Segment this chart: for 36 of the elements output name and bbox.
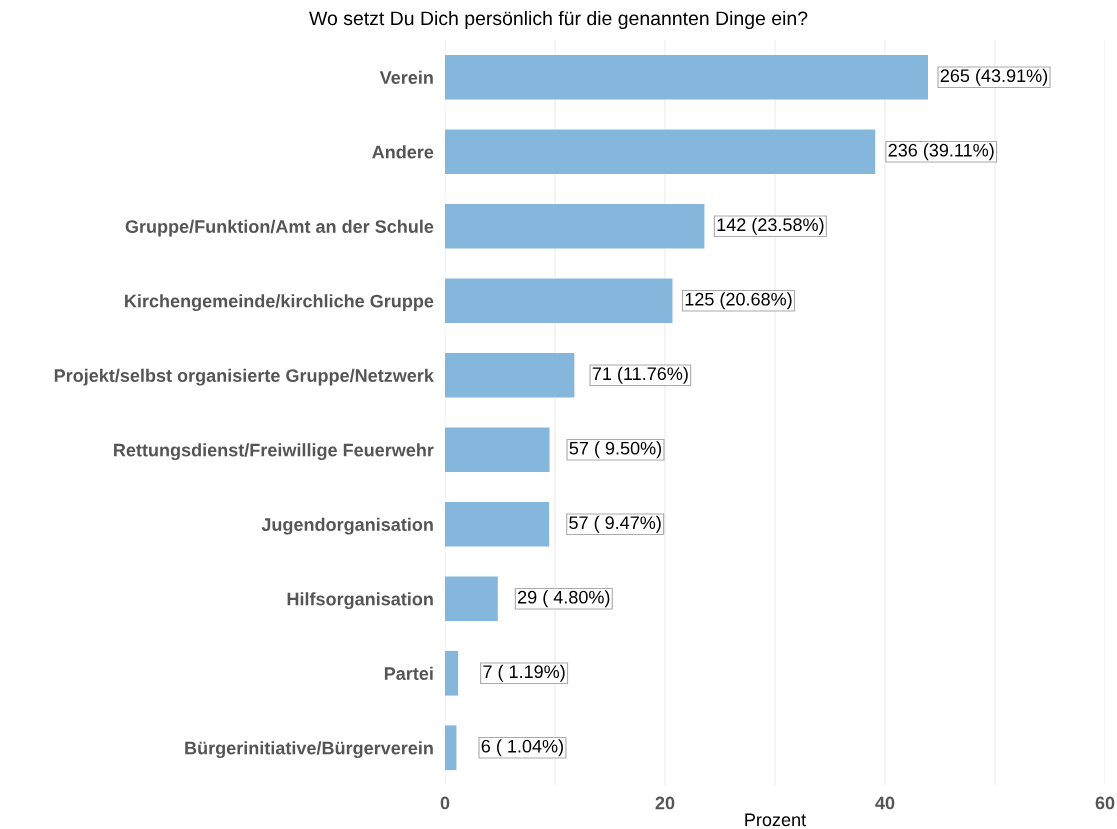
- y-tick-label: Projekt/selbst organisierte Gruppe/Netzwerk: [54, 368, 434, 386]
- bar: [445, 203, 705, 249]
- data-label: 6 ( 1.04%): [481, 739, 563, 757]
- bar: [445, 576, 498, 622]
- bar: [445, 501, 550, 547]
- bar: [445, 129, 876, 175]
- x-tick-label: 0: [440, 796, 450, 810]
- data-label: 125 (20.68%): [685, 292, 792, 310]
- y-tick-label: Gruppe/Funktion/Amt an der Schule: [125, 219, 434, 237]
- x-tick-label: 20: [655, 796, 675, 810]
- y-tick-label: Bürgerinitiative/Bürgerverein: [185, 741, 433, 759]
- x-tick-label: 60: [1095, 796, 1115, 810]
- bar: [445, 278, 673, 324]
- data-label: 71 (11.76%): [592, 366, 688, 384]
- chart-title: Wo setzt Du Dich persönlich für die genannten Dinge ein?: [309, 10, 808, 30]
- bar: [445, 54, 929, 100]
- data-label: 29 ( 4.80%): [518, 590, 610, 608]
- x-tick-label: 40: [875, 796, 895, 810]
- bar: [445, 650, 459, 696]
- data-label: 57 ( 9.50%): [569, 441, 662, 459]
- data-label: 236 (39.11%): [888, 143, 994, 161]
- y-tick-label: Kirchengemeinde/kirchliche Gruppe: [125, 294, 434, 312]
- data-label: 57 ( 9.47%): [569, 515, 661, 533]
- x-axis-title: Prozent: [745, 813, 806, 827]
- y-tick-label: Andere: [372, 145, 434, 159]
- data-label: 7 ( 1.19%): [483, 664, 565, 682]
- y-tick-label: Hilfsorganisation: [287, 592, 433, 610]
- bar: [445, 352, 575, 398]
- bar: [445, 427, 550, 473]
- bar: [445, 725, 457, 771]
- data-label: 265 (43.91%): [940, 68, 1048, 86]
- data-label: 142 (23.58%): [717, 217, 824, 235]
- y-tick-label: Verein: [379, 70, 433, 84]
- y-tick-label: Jugendorganisation: [261, 517, 433, 535]
- y-tick-label: Rettungsdienst/Freiwillige Feuerwehr: [114, 443, 434, 461]
- y-tick-label: Partei: [384, 666, 433, 680]
